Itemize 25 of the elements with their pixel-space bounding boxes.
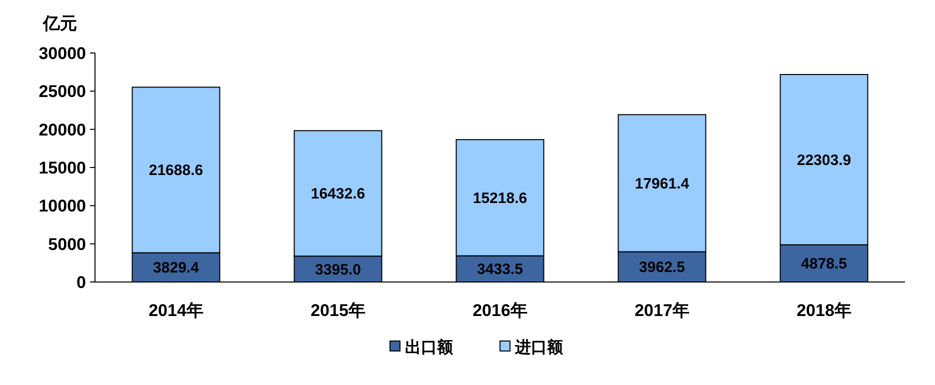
data-label: 3962.5 [639, 259, 685, 276]
y-tick-label: 0 [76, 272, 86, 292]
y-tick-label: 30000 [38, 44, 86, 63]
y-tick-label: 15000 [38, 158, 86, 178]
x-tick-label: 2014年 [148, 301, 204, 320]
y-axis-title: 亿元 [42, 14, 77, 33]
data-label: 17961.4 [634, 175, 690, 192]
legend-label: 出口额 [405, 338, 454, 357]
data-label: 22303.9 [796, 152, 852, 169]
x-tick-label: 2016年 [472, 301, 528, 320]
data-label: 16432.6 [310, 186, 366, 203]
y-tick-label: 10000 [38, 196, 86, 216]
data-label: 21688.6 [148, 162, 204, 180]
data-label: 3829.4 [153, 260, 200, 277]
data-label: 4878.5 [801, 256, 847, 273]
x-tick-label: 2018年 [796, 301, 852, 320]
y-tick-label: 25000 [38, 82, 86, 102]
y-tick-label: 5000 [48, 234, 86, 254]
y-tick-label: 20000 [38, 120, 86, 140]
x-tick-label: 2015年 [310, 301, 366, 320]
data-label: 3433.5 [477, 261, 523, 278]
x-tick-label: 2017年 [634, 301, 690, 320]
data-label: 15218.6 [472, 190, 528, 207]
data-label: 3395.0 [315, 261, 361, 278]
legend-label: 进口额 [514, 338, 564, 357]
